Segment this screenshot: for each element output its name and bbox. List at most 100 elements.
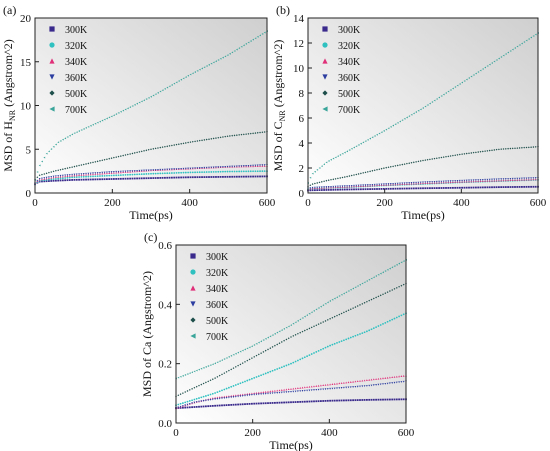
data-point (383, 187, 385, 190)
data-point (362, 188, 365, 191)
data-point (193, 406, 196, 408)
data-point (495, 148, 498, 151)
data-point (384, 270, 387, 272)
data-point (336, 314, 338, 317)
data-point (317, 384, 320, 387)
data-point (398, 285, 400, 288)
data-point (527, 38, 530, 40)
data-point (274, 344, 276, 347)
data-point (431, 181, 434, 183)
data-point (195, 397, 198, 400)
data-point (117, 174, 120, 177)
data-point (332, 157, 335, 160)
data-point (115, 156, 118, 159)
data-point (154, 177, 157, 179)
data-point (486, 178, 489, 181)
data-point (372, 398, 375, 401)
data-point (330, 188, 332, 191)
data-point (301, 357, 304, 360)
data-point (518, 177, 521, 180)
data-point (255, 354, 258, 357)
data-point (424, 105, 427, 108)
data-point (403, 117, 406, 120)
data-point (211, 397, 214, 400)
data-point (429, 187, 431, 190)
data-point (412, 112, 415, 115)
data-point (516, 147, 519, 149)
data-point (527, 178, 530, 181)
data-point (242, 44, 245, 47)
data-point (147, 169, 150, 172)
data-point (366, 170, 369, 173)
data-point (463, 179, 466, 182)
data-point (456, 153, 459, 156)
data-point (368, 278, 371, 281)
data-point (361, 379, 364, 382)
data-point (189, 73, 192, 76)
data-point (195, 369, 198, 372)
data-point (238, 170, 241, 173)
data-point (498, 178, 500, 181)
data-point (103, 174, 106, 177)
data-point (350, 174, 353, 177)
data-point (103, 171, 106, 174)
data-point (92, 178, 94, 181)
data-point (333, 297, 336, 300)
data-point (129, 106, 132, 109)
data-point (484, 186, 486, 189)
data-point (256, 175, 259, 178)
data-point (370, 277, 373, 280)
data-point (101, 159, 104, 162)
data-point (387, 187, 390, 190)
data-point (225, 357, 228, 359)
data-point (371, 188, 374, 190)
data-point (244, 394, 246, 397)
data-point (177, 406, 180, 409)
data-point (317, 388, 320, 391)
data-point (161, 146, 164, 149)
data-point (383, 130, 385, 132)
data-point (530, 185, 532, 188)
data-point (333, 342, 336, 345)
data-point (66, 167, 69, 170)
data-point (297, 332, 299, 335)
data-point (345, 291, 348, 294)
data-point (255, 342, 258, 345)
data-point (338, 313, 341, 316)
legend-label: 500K (338, 89, 361, 100)
data-point (222, 166, 224, 168)
data-point (188, 372, 191, 375)
data-point (308, 385, 311, 388)
data-point (426, 187, 429, 190)
data-point (184, 171, 187, 174)
data-point (363, 379, 366, 382)
data-point (504, 178, 507, 180)
data-point (461, 153, 463, 156)
data-point (400, 398, 403, 401)
data-point (357, 188, 360, 191)
data-point (237, 395, 239, 398)
data-point (398, 398, 400, 401)
data-point (251, 394, 253, 396)
data-point (315, 308, 318, 311)
data-point (75, 178, 78, 181)
data-point (233, 134, 236, 137)
data-point (426, 104, 429, 106)
data-point (211, 392, 214, 395)
data-point (52, 178, 55, 180)
data-point (73, 132, 76, 135)
data-point (147, 97, 150, 99)
data-point (235, 48, 238, 51)
data-point (352, 335, 354, 338)
data-point (211, 404, 214, 407)
data-point (470, 186, 473, 189)
data-point (379, 324, 382, 326)
data-point (240, 170, 243, 173)
legend-marker (49, 106, 55, 112)
x-axis-label: Time(ps) (129, 208, 173, 222)
data-point (133, 152, 136, 154)
data-point (152, 172, 155, 175)
data-point (408, 187, 411, 190)
